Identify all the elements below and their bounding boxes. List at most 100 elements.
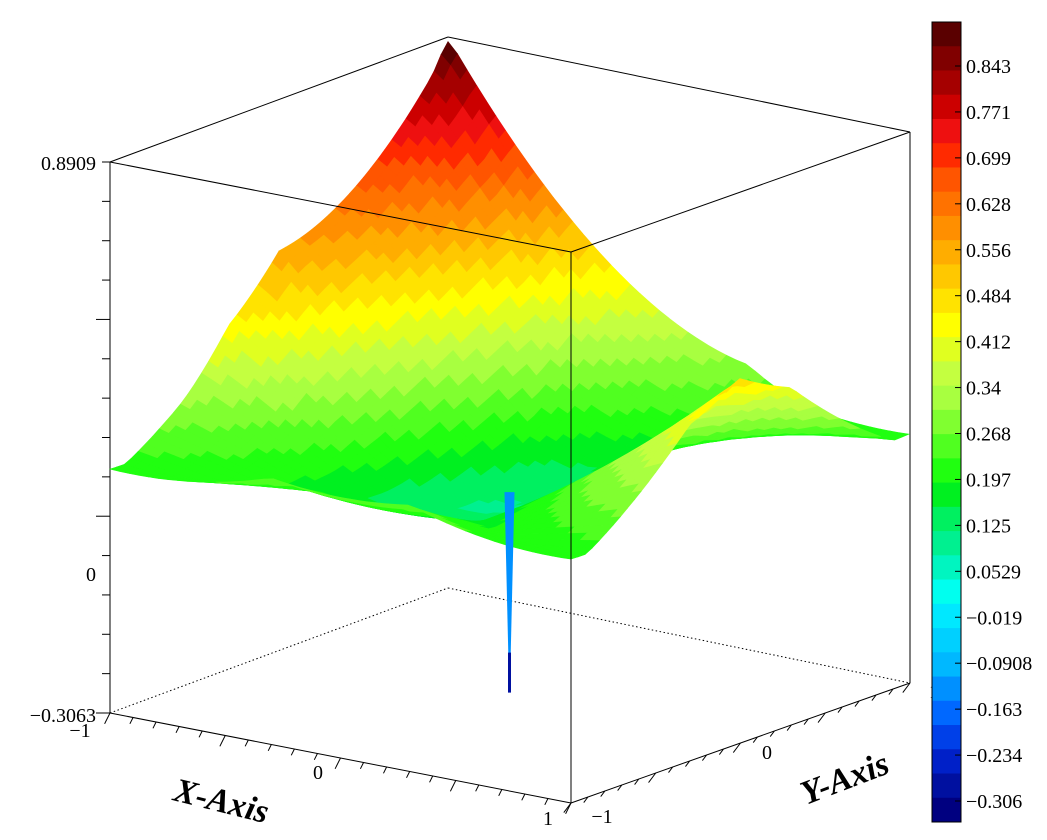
x-tick-max: 1 [543,808,553,830]
y-tick [718,748,724,755]
color-palette [931,21,962,823]
palette-label: 0.34 [966,378,1001,400]
palette-label: −0.306 [966,791,1022,813]
palette-label: 0.843 [966,56,1011,78]
axis-ticks [96,161,911,815]
x-tick [383,766,388,774]
palette-swatch [932,94,961,120]
palette-label: 0.268 [966,424,1011,446]
x-tick [129,717,134,725]
palette-label: 0.0529 [966,561,1021,583]
palette-swatch [932,240,961,265]
x-tick [313,753,318,761]
palette-label: 0.125 [966,515,1011,537]
palette-swatch [932,46,961,71]
palette-swatch [932,749,961,775]
y-tick [668,766,674,773]
palette-label: 0.412 [966,332,1011,354]
palette-swatch [932,603,961,629]
palette-swatch [932,312,961,338]
surface-cell [561,555,579,560]
palette-label: 0.197 [966,469,1011,491]
palette-swatch [932,143,961,168]
palette-swatch [932,22,961,47]
palette-label: 0.628 [966,194,1011,216]
back-box-lines [109,36,911,714]
palette-swatch [932,337,961,362]
y-tick [732,742,741,753]
palette-label: 0.484 [966,286,1011,308]
palette-label: −0.234 [966,745,1022,767]
y-tick [902,682,911,693]
palette-swatch [932,482,961,508]
y-tick [786,724,792,731]
y-tick [600,790,606,797]
y-tick [803,718,809,725]
palette-swatch [932,628,961,653]
palette-swatch [932,118,961,144]
y-tick [854,700,860,707]
y-tick [769,730,775,737]
x-tick [449,780,457,792]
y-tick-mid: 0 [762,742,772,764]
y-tick [583,796,589,803]
y-tick [817,712,826,723]
y-axis-title: Y-Axis [796,745,895,812]
x-tick [290,748,295,756]
y-tick [617,784,623,791]
palette-swatch [932,676,961,702]
palette-swatch [932,700,961,726]
palette-label: −0.0908 [966,653,1032,675]
x-tick [521,793,526,801]
palette-swatch [932,773,961,799]
x-tick [359,762,364,770]
z-tick-top: 0.8909 [41,153,96,175]
palette-swatch [932,385,961,411]
x-tick-min: −1 [69,720,90,742]
palette-swatch [932,70,961,96]
color-palette-labels: 0.843 0.771 0.699 0.628 0.556 0.484 0.412 0.34 0… [955,56,1032,813]
x-tick [267,744,272,752]
palette-swatch [932,579,961,605]
x-tick [219,735,226,747]
y-tick [871,694,877,701]
x-tick [152,721,157,729]
palette-label: 0.771 [966,102,1011,124]
x-tick-mid: 0 [313,762,323,784]
x-tick [544,798,549,806]
y-tick [752,736,758,743]
palette-swatch [932,531,961,556]
z-tick-bottom: −0.3063 [30,705,96,727]
palette-label: −0.163 [966,699,1022,721]
y-tick [634,778,640,785]
palette-label: 0.699 [966,148,1011,170]
y-tick [888,688,894,695]
palette-label: 0.556 [966,240,1011,262]
x-tick [244,739,249,747]
palette-swatch [932,167,961,193]
palette-swatch [932,555,961,581]
x-tick [498,789,503,797]
palette-swatch [932,725,961,750]
y-tick [685,760,691,767]
palette-swatch [932,288,961,314]
x-tick [475,784,480,792]
palette-swatch [932,434,961,459]
surface-mesh [108,41,911,693]
y-tick [702,754,707,761]
palette-swatch [932,652,961,678]
x-tick [406,771,411,779]
x-tick [175,726,180,734]
x-tick [334,757,341,770]
palette-label: −0.019 [966,607,1022,629]
y-tick [648,772,657,783]
palette-swatch [932,361,961,387]
x-axis-title: X-Axis [169,772,272,831]
x-tick [429,775,434,783]
center-spike [504,492,515,693]
x-tick [565,802,572,815]
palette-frame [931,21,962,823]
y-tick [837,706,843,713]
x-tick [104,712,111,725]
